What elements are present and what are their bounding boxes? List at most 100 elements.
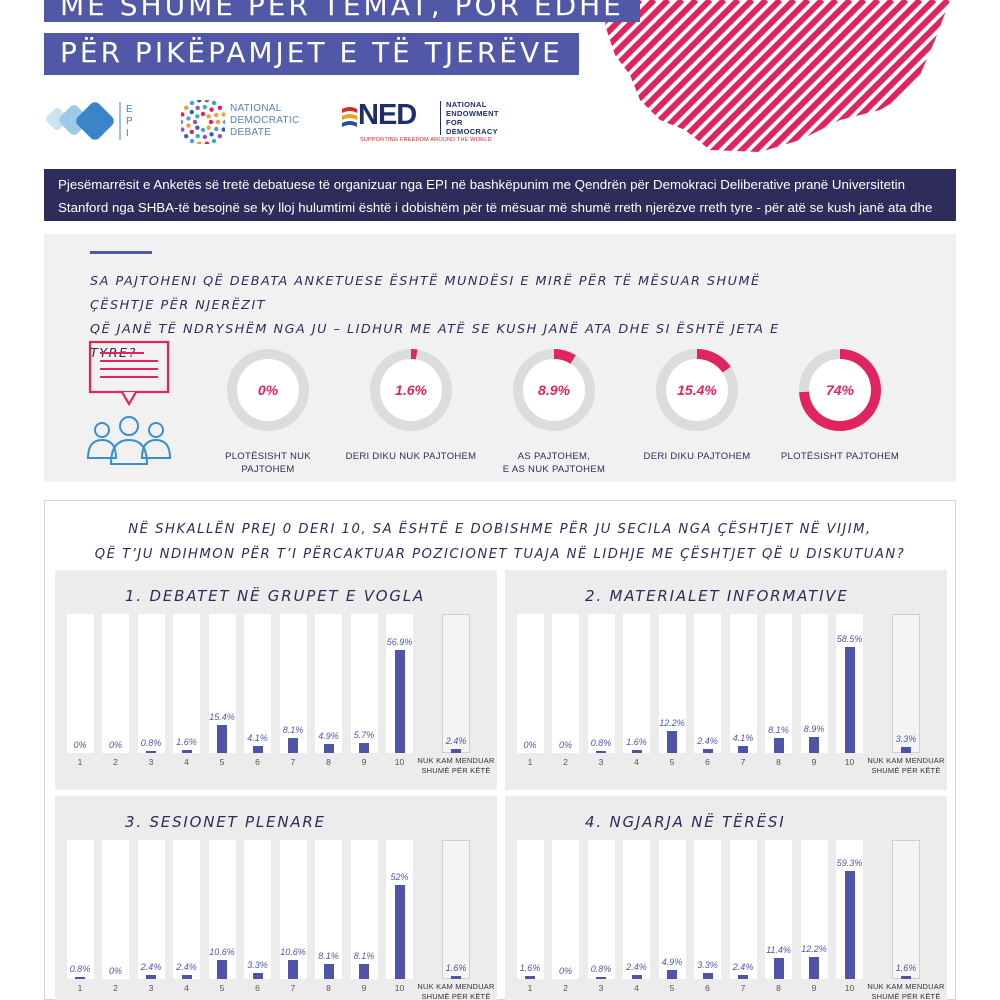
bar <box>146 974 156 979</box>
stripe <box>605 0 657 152</box>
bar-column <box>800 840 828 979</box>
no-opinion-value: 3.3% <box>895 734 917 744</box>
logo-dot <box>200 127 206 133</box>
no-opinion-column <box>442 840 470 979</box>
logo-dot <box>221 127 225 132</box>
question1-text: SA PAJTOHENI QË DEBATA ANKETUESE ËSHTË M… <box>90 274 780 361</box>
bar <box>809 956 819 979</box>
logo-dot <box>200 111 206 117</box>
bar <box>217 959 227 979</box>
x-tick-label: 10 <box>394 757 405 767</box>
bar-value-label: 2.4% <box>626 961 647 972</box>
bar-value-label: 1.6% <box>176 737 197 748</box>
no-opinion-label: NUK KAM MENDUAR SHUMË PËR KËTË <box>417 756 495 775</box>
x-tick-label: 9 <box>361 983 367 993</box>
logo-dot <box>195 114 200 119</box>
bar-value-label: 52% <box>390 871 409 882</box>
stripe <box>605 0 671 152</box>
stripe <box>590 0 598 170</box>
donut-caption: PLOTËSISHT NUK PAJTOHEM <box>225 451 311 475</box>
logo-dot <box>211 138 217 144</box>
x-tick-label: 3 <box>148 983 154 993</box>
intro-text: Pjesëmarrësit e Anketës së tretë debatue… <box>44 169 956 238</box>
bar <box>738 974 748 979</box>
bar-column <box>244 840 271 979</box>
x-tick-label: 7 <box>740 757 746 767</box>
x-tick-label: 1 <box>527 983 533 993</box>
bar-column <box>173 614 200 753</box>
logo-dot <box>214 112 219 118</box>
logo-dot <box>195 133 200 139</box>
donut-value: 74% <box>826 382 855 398</box>
bar-value-label: 2.4% <box>697 735 718 746</box>
logo-dot <box>209 107 214 112</box>
logo-dot <box>189 100 195 106</box>
bar-column <box>623 840 650 979</box>
x-tick-label: 1 <box>77 983 83 993</box>
no-opinion-label: NUK KAM MENDUAR SHUMË PËR KËTË <box>417 982 495 1000</box>
logo-dot <box>202 134 208 140</box>
bar-value-label: 12.2% <box>801 943 827 954</box>
no-opinion-label: NUK KAM MENDUAR SHUMË PËR KËTË <box>867 756 945 775</box>
donut-track <box>227 349 309 431</box>
bar <box>252 973 263 979</box>
bar-column <box>208 840 236 979</box>
ned-tagline: SUPPORTING FREEDOM AROUND THE WORLD <box>360 137 492 143</box>
title-banner-line1: MË SHUMË PËR TEMAT, POR EDHE <box>44 0 640 22</box>
x-tick-label: 3 <box>598 757 604 767</box>
bar-column <box>102 614 129 753</box>
x-tick-label: 3 <box>148 757 154 767</box>
x-tick-label: 4 <box>634 757 639 767</box>
x-tick-label: 1 <box>77 757 83 767</box>
bar-value-label: 11.4% <box>766 945 791 956</box>
bar-column <box>516 614 544 753</box>
x-tick-label: 5 <box>219 983 225 993</box>
donut-value: 0% <box>258 382 279 398</box>
logo-dot <box>208 119 214 125</box>
donut-caption: DERI DIKU NUK PAJTOHEM <box>345 451 477 462</box>
logo-dot <box>183 133 189 139</box>
x-tick-label: 9 <box>811 757 817 767</box>
bar-value-label: 8.1% <box>282 725 304 736</box>
no-opinion-column <box>892 614 920 753</box>
x-tick-label: 4 <box>634 983 639 993</box>
bar-column <box>279 840 307 979</box>
bar-value-label: 0% <box>523 740 537 750</box>
x-tick-label: 7 <box>740 983 746 993</box>
bar-column <box>137 614 165 753</box>
bar-column <box>66 614 94 753</box>
x-tick-label: 1 <box>527 757 533 767</box>
logo-dot <box>206 114 211 119</box>
chart-title: 1. DEBATET NË GRUPET E VOGLA <box>125 587 426 605</box>
no-opinion-column <box>442 614 470 753</box>
x-tick-label: 10 <box>844 757 855 767</box>
bar <box>596 751 606 753</box>
bar-value-label: 8.1% <box>768 725 789 736</box>
bar <box>359 742 369 753</box>
bar-value-label: 1.6% <box>519 963 541 974</box>
stripe <box>695 0 881 152</box>
bar-value-label: 8.9% <box>803 723 825 734</box>
bar-value-label: 12.2% <box>659 717 685 728</box>
donut-caption: PLOTËSISHT PAJTOHEM <box>780 451 900 462</box>
bar-column <box>552 614 579 753</box>
donut-value: 8.9% <box>538 382 570 398</box>
x-tick-label: 3 <box>598 983 604 993</box>
ned-full-name: NATIONAL ENDOWMENT FOR DEMOCRACY <box>446 100 499 136</box>
bar-value-label: 8.1% <box>318 951 339 962</box>
x-tick-label: 7 <box>290 757 296 767</box>
bar <box>631 750 642 753</box>
x-tick-label: 10 <box>394 983 405 993</box>
bar-column <box>765 840 792 979</box>
x-tick-label: 9 <box>361 757 367 767</box>
bar-value-label: 8.1% <box>353 951 375 962</box>
bar-value-label: 0.8% <box>590 964 612 974</box>
bar-value-label: 0.8% <box>69 964 91 974</box>
logo-dot <box>195 125 200 130</box>
stripe <box>605 0 629 152</box>
stripe <box>605 0 643 152</box>
bar-column <box>173 840 200 979</box>
bar <box>323 744 334 753</box>
x-tick-label: 8 <box>776 757 781 767</box>
logo-dot <box>217 105 223 111</box>
